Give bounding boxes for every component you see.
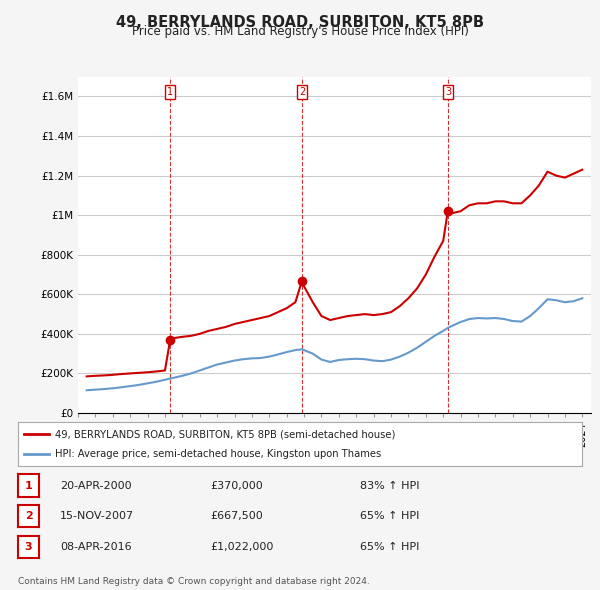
Text: 08-APR-2016: 08-APR-2016 — [60, 542, 131, 552]
Text: 2: 2 — [299, 87, 305, 97]
Text: 83% ↑ HPI: 83% ↑ HPI — [360, 481, 419, 490]
Text: 20-APR-2000: 20-APR-2000 — [60, 481, 131, 490]
Text: 3: 3 — [25, 542, 32, 552]
Text: 65% ↑ HPI: 65% ↑ HPI — [360, 512, 419, 521]
Text: 1: 1 — [167, 87, 173, 97]
Text: 15-NOV-2007: 15-NOV-2007 — [60, 512, 134, 521]
Text: £667,500: £667,500 — [210, 512, 263, 521]
Text: Contains HM Land Registry data © Crown copyright and database right 2024.: Contains HM Land Registry data © Crown c… — [18, 577, 370, 586]
Text: £1,022,000: £1,022,000 — [210, 542, 274, 552]
Text: £370,000: £370,000 — [210, 481, 263, 490]
Text: 49, BERRYLANDS ROAD, SURBITON, KT5 8PB (semi-detached house): 49, BERRYLANDS ROAD, SURBITON, KT5 8PB (… — [55, 430, 395, 439]
Text: 2: 2 — [25, 512, 32, 521]
Text: 65% ↑ HPI: 65% ↑ HPI — [360, 542, 419, 552]
Text: 1: 1 — [25, 481, 32, 490]
Text: 49, BERRYLANDS ROAD, SURBITON, KT5 8PB: 49, BERRYLANDS ROAD, SURBITON, KT5 8PB — [116, 15, 484, 30]
Text: 3: 3 — [445, 87, 451, 97]
Text: HPI: Average price, semi-detached house, Kingston upon Thames: HPI: Average price, semi-detached house,… — [55, 449, 381, 458]
Text: Price paid vs. HM Land Registry's House Price Index (HPI): Price paid vs. HM Land Registry's House … — [131, 25, 469, 38]
